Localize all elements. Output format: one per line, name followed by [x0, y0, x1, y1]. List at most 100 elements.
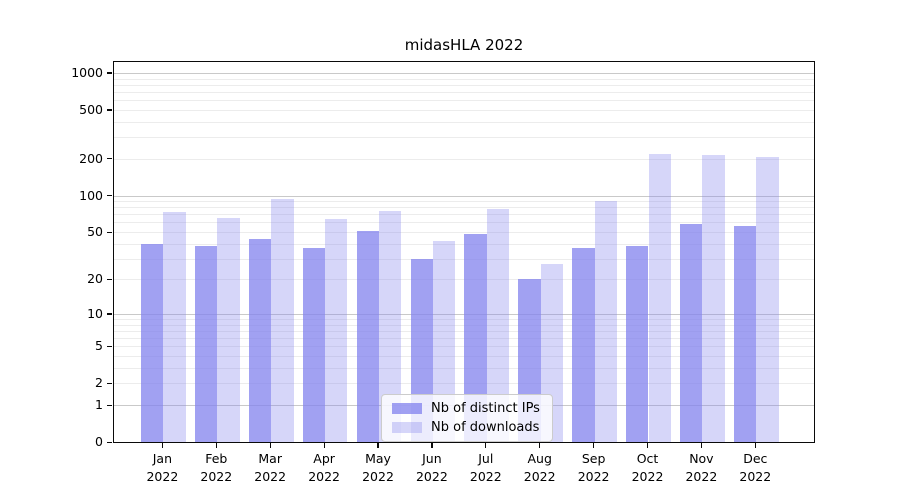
gridline-minor	[114, 222, 814, 224]
gridline-major	[114, 313, 814, 315]
y-tick-label: 50	[87, 224, 103, 239]
x-tick-mark	[161, 443, 164, 448]
x-tick-label: Jun 2022	[415, 451, 448, 484]
y-tick-mark	[107, 109, 112, 111]
x-tick-label: Dec 2022	[739, 451, 772, 484]
x-tick-mark	[754, 443, 756, 448]
bar-downloads	[486, 208, 510, 442]
gridline-major	[114, 195, 814, 197]
gridline-minor	[114, 109, 814, 111]
gridline-minor	[114, 78, 814, 80]
bar-downloads	[594, 200, 617, 442]
gridline-minor	[114, 356, 814, 357]
x-tick-label: Apr 2022	[308, 451, 340, 484]
x-tick-mark	[431, 443, 433, 448]
bar-distinct-ips	[194, 246, 218, 442]
bar-downloads	[432, 241, 456, 442]
x-tick-mark	[700, 443, 703, 448]
y-tick-label: 5	[95, 338, 103, 354]
gridline-minor	[114, 201, 814, 202]
legend: Nb of distinct IPs Nb of downloads	[381, 394, 553, 442]
y-tick-mark	[107, 441, 112, 443]
gridline-minor	[114, 92, 814, 93]
x-tick-mark	[215, 443, 217, 448]
y-tick-label: 200	[79, 150, 103, 166]
gridline-minor	[114, 330, 814, 332]
gridline-minor	[114, 279, 814, 281]
y-tick-mark	[107, 72, 112, 74]
gridline-major	[114, 72, 814, 74]
bar-downloads	[217, 218, 240, 442]
bar-distinct-ips	[626, 246, 649, 442]
gridline-minor	[114, 324, 814, 326]
x-tick-label: Jan 2022	[146, 451, 179, 484]
x-tick-mark	[377, 443, 379, 448]
x-tick-label: Nov 2022	[685, 451, 718, 484]
y-tick-label: 0	[95, 434, 103, 449]
bar-distinct-ips	[680, 224, 703, 442]
x-tick-mark	[485, 443, 487, 448]
bar-distinct-ips	[572, 247, 595, 442]
plot-area	[113, 61, 815, 443]
y-tick-mark	[107, 195, 112, 197]
x-tick-label: Oct 2022	[631, 451, 664, 484]
chart-title: midasHLA 2022	[404, 36, 524, 54]
legend-label-downloads: Nb of downloads	[431, 420, 540, 435]
x-tick-label: Feb 2022	[200, 451, 233, 484]
gridline-minor	[114, 258, 814, 260]
x-tick-mark	[646, 443, 649, 448]
bar-downloads	[271, 199, 294, 442]
gridline-minor	[114, 158, 814, 160]
gridline-minor	[114, 346, 814, 348]
legend-item-downloads: Nb of downloads	[392, 420, 540, 435]
y-tick-mark	[107, 345, 112, 348]
x-tick-mark	[269, 443, 271, 448]
y-tick-label: 100	[79, 187, 103, 203]
bar-downloads	[163, 212, 186, 442]
bar-distinct-ips	[141, 243, 164, 442]
bar-distinct-ips	[356, 230, 379, 442]
y-tick-mark	[107, 158, 112, 160]
gridline-minor	[114, 207, 814, 209]
y-tick-label: 2	[95, 375, 103, 391]
x-tick-mark	[539, 443, 541, 448]
y-tick-mark	[107, 404, 112, 406]
legend-swatch-distinct-ips	[392, 403, 422, 414]
gridline-minor	[114, 137, 814, 139]
legend-label-distinct-ips: Nb of distinct IPs	[431, 401, 540, 416]
y-tick-mark	[107, 278, 112, 281]
legend-swatch-downloads	[392, 422, 422, 433]
bar-downloads	[702, 155, 725, 442]
gridline-minor	[114, 214, 814, 216]
bar-distinct-ips	[248, 238, 272, 442]
bar-distinct-ips	[733, 226, 757, 442]
gridline-minor	[114, 319, 814, 320]
y-tick-mark	[107, 231, 112, 233]
y-tick-label: 1	[95, 397, 103, 412]
y-tick-label: 1000	[71, 64, 103, 80]
x-tick-mark	[593, 443, 595, 448]
gridline-minor	[114, 367, 814, 369]
gridline-minor	[114, 243, 814, 245]
bar-downloads	[648, 154, 671, 442]
y-tick-label: 20	[87, 271, 103, 287]
x-tick-label: Aug 2022	[523, 451, 556, 484]
y-tick-mark	[107, 313, 112, 315]
legend-item-distinct-ips: Nb of distinct IPs	[392, 401, 540, 416]
y-tick-label: 500	[79, 101, 103, 117]
bar-downloads	[756, 156, 779, 442]
x-tick-label: May 2022	[362, 451, 394, 484]
gridline-minor	[114, 383, 814, 385]
gridline-minor	[114, 100, 814, 102]
bar-distinct-ips	[302, 247, 326, 442]
x-tick-label: Mar 2022	[254, 451, 287, 484]
bar-downloads	[325, 219, 348, 442]
y-tick-mark	[107, 382, 112, 385]
x-tick-label: Jul 2022	[469, 451, 502, 484]
x-tick-label: Sep 2022	[577, 451, 610, 484]
gridline-minor	[114, 121, 814, 123]
x-tick-mark	[323, 443, 325, 448]
y-tick-label: 10	[87, 305, 103, 321]
bar-distinct-ips	[464, 234, 487, 442]
